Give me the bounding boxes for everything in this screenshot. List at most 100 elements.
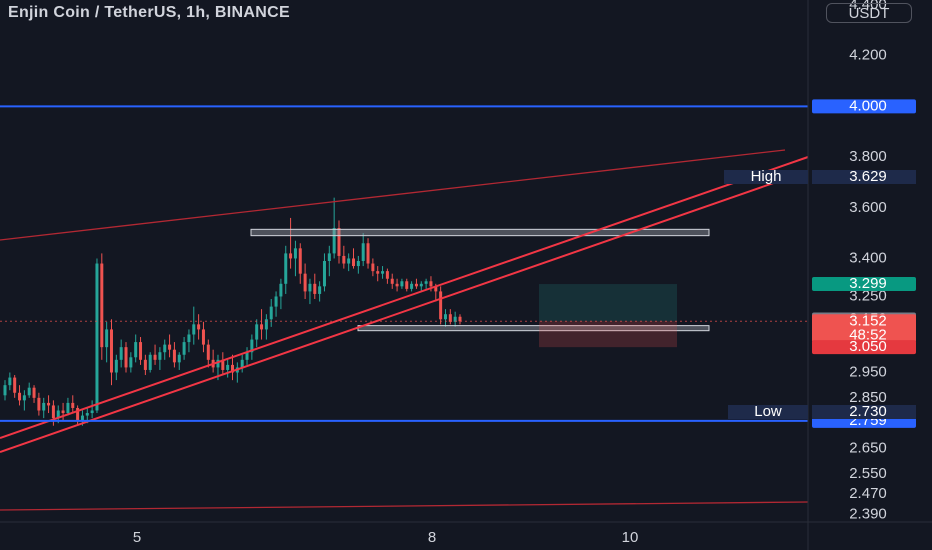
candle-body xyxy=(245,352,249,360)
candle-body xyxy=(356,261,360,267)
candle-body xyxy=(47,402,51,406)
candle-body xyxy=(85,413,89,416)
candle-body xyxy=(66,402,70,414)
candle-body xyxy=(177,354,181,363)
candle-body xyxy=(51,405,55,419)
candle-body xyxy=(168,344,172,350)
candle-body xyxy=(134,342,138,358)
candle-body xyxy=(100,263,104,348)
candle-body xyxy=(172,349,176,363)
low-label: Low xyxy=(754,403,782,420)
candle-body xyxy=(385,271,389,279)
candle-countdown: 48:52 xyxy=(849,326,887,343)
high-value-bg xyxy=(812,170,916,184)
chart-title: Enjin Coin / TetherUS, 1h, BINANCE xyxy=(8,4,290,21)
y-tick-label: 2.470 xyxy=(849,485,887,502)
candle-body xyxy=(269,306,273,320)
candle-body xyxy=(381,271,385,274)
candle-body xyxy=(148,354,152,370)
candle-body xyxy=(410,283,414,289)
y-tick-label: 3.800 xyxy=(849,148,887,165)
candle-body xyxy=(80,415,84,421)
candle-body xyxy=(347,258,351,264)
candle-body xyxy=(124,347,128,368)
trendline-lower xyxy=(0,170,809,453)
high-value: 3.629 xyxy=(849,168,887,185)
candle-body xyxy=(129,357,133,368)
candle-body xyxy=(18,392,22,401)
current-price-badge xyxy=(812,314,916,343)
currency-selector[interactable]: USDT xyxy=(826,3,912,23)
candle-body xyxy=(390,278,394,284)
y-tick-label: 2.850 xyxy=(849,389,887,406)
candle-body xyxy=(143,359,147,370)
candle-body xyxy=(226,364,230,370)
candle-body xyxy=(376,271,380,274)
candle-body xyxy=(405,281,409,289)
candle-body xyxy=(318,286,322,294)
resistance-price-badge xyxy=(812,99,916,114)
candle-body xyxy=(216,359,220,368)
candle-body xyxy=(255,324,259,340)
candle-body xyxy=(76,407,80,421)
candle-body xyxy=(434,286,438,292)
candle-body xyxy=(332,228,336,254)
candle-body xyxy=(8,377,12,386)
trendline-upper xyxy=(0,156,809,439)
candle-body xyxy=(342,255,346,264)
x-tick-label: 8 xyxy=(428,529,436,546)
high-label: High xyxy=(751,168,782,185)
candle-body xyxy=(274,296,278,307)
candle-body xyxy=(419,283,423,287)
candle-body xyxy=(32,387,36,398)
candle-body xyxy=(109,329,113,373)
candle-body xyxy=(264,319,268,330)
candle-body xyxy=(424,281,428,284)
candle-body xyxy=(230,364,235,373)
candle-body xyxy=(90,410,94,414)
candle-body xyxy=(395,283,399,287)
candle-body xyxy=(313,283,317,294)
candle-body xyxy=(71,402,75,408)
candle-body xyxy=(27,387,31,396)
candle-body xyxy=(400,281,404,287)
candle-body xyxy=(158,352,162,360)
take-profit-price-badge xyxy=(812,277,916,292)
stop-loss-price-label: 3.050 xyxy=(849,338,887,355)
low-value-bg xyxy=(812,405,916,419)
candle-body xyxy=(240,359,244,368)
candle-body xyxy=(458,316,462,322)
candle-body xyxy=(182,342,186,355)
low-value: 2.730 xyxy=(849,403,887,420)
resistance-zone xyxy=(250,228,710,237)
candle-body xyxy=(453,316,457,322)
candle-body xyxy=(56,410,60,419)
candle-body xyxy=(187,334,191,343)
candle-body xyxy=(114,359,118,373)
candle-body xyxy=(293,248,297,259)
candle-body xyxy=(119,347,123,360)
candle-body xyxy=(221,359,225,370)
candle-body xyxy=(414,283,418,287)
candle-body xyxy=(163,344,167,353)
candle-body xyxy=(201,329,205,345)
candle-body xyxy=(42,402,46,411)
channel-lower-line xyxy=(0,501,809,511)
candle-body xyxy=(439,291,443,320)
y-tick-label: 2.550 xyxy=(849,465,887,482)
candle-body xyxy=(443,314,447,320)
candle-body xyxy=(3,385,7,396)
candle-body xyxy=(22,395,26,401)
candle-body xyxy=(371,263,375,272)
stop-loss-price-badge xyxy=(812,340,916,355)
y-tick-label: 2.390 xyxy=(849,505,887,522)
x-tick-label: 5 xyxy=(133,529,141,546)
candle-body xyxy=(105,329,109,348)
candle-body xyxy=(284,253,288,284)
candle-body xyxy=(61,410,65,414)
y-tick-label: 3.400 xyxy=(849,249,887,266)
candle-body xyxy=(308,283,312,292)
y-tick-label: 2.950 xyxy=(849,363,887,380)
candle-body xyxy=(448,314,452,322)
